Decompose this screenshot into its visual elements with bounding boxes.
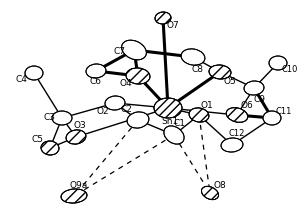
Text: C5: C5	[32, 135, 44, 145]
Ellipse shape	[25, 66, 43, 80]
Text: O5: O5	[224, 76, 237, 86]
Ellipse shape	[209, 65, 231, 79]
Text: C8: C8	[192, 65, 204, 74]
Ellipse shape	[52, 111, 72, 125]
Ellipse shape	[269, 56, 287, 70]
Text: C1: C1	[173, 118, 185, 128]
Ellipse shape	[154, 98, 182, 118]
Text: O9a: O9a	[70, 181, 88, 189]
Ellipse shape	[189, 108, 209, 122]
Ellipse shape	[122, 40, 147, 60]
Text: O8: O8	[213, 181, 226, 189]
Text: C4: C4	[15, 76, 27, 84]
Text: O3: O3	[74, 122, 86, 130]
Ellipse shape	[105, 96, 125, 110]
Ellipse shape	[126, 68, 150, 84]
Text: O4: O4	[120, 80, 132, 88]
Ellipse shape	[86, 64, 106, 78]
Ellipse shape	[66, 130, 86, 144]
Text: O7: O7	[167, 21, 179, 30]
Ellipse shape	[164, 126, 184, 144]
Ellipse shape	[181, 49, 205, 65]
Ellipse shape	[221, 138, 243, 152]
Ellipse shape	[41, 141, 59, 155]
Ellipse shape	[127, 112, 149, 128]
Ellipse shape	[155, 12, 171, 24]
Ellipse shape	[202, 186, 219, 200]
Text: O1: O1	[201, 101, 213, 109]
Text: C2: C2	[120, 105, 132, 114]
Text: C3: C3	[43, 114, 55, 122]
Ellipse shape	[61, 189, 87, 203]
Text: O2: O2	[97, 107, 109, 116]
Ellipse shape	[263, 111, 281, 125]
Ellipse shape	[226, 108, 248, 122]
Text: C11: C11	[276, 107, 292, 116]
Text: Sn1: Sn1	[161, 118, 179, 126]
Text: C12: C12	[229, 128, 245, 137]
Ellipse shape	[244, 81, 264, 95]
Text: C9: C9	[253, 95, 265, 103]
Text: C6: C6	[90, 78, 102, 86]
Text: C10: C10	[282, 65, 298, 74]
Text: O6: O6	[241, 101, 253, 110]
Text: C7: C7	[113, 48, 125, 57]
